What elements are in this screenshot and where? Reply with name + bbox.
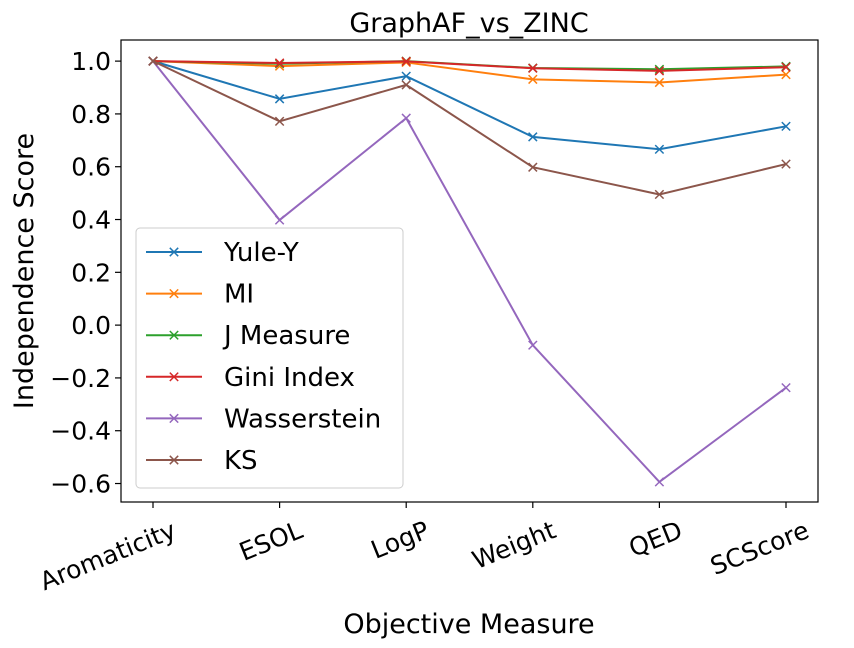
series-line-wasserstein [152, 60, 787, 484]
legend-marker [169, 372, 179, 382]
legend-marker [169, 455, 179, 465]
series-line-mi [152, 60, 787, 84]
legend-label: KS [224, 446, 258, 476]
y-tick-label: 0.8 [71, 100, 111, 129]
data-point-wasserstein [274, 215, 285, 225]
x-tick-label: LogP [367, 515, 433, 564]
legend-label: MI [224, 280, 254, 310]
legend-marker [169, 330, 179, 340]
data-point-gini-index [274, 58, 285, 68]
data-point-mi [654, 77, 665, 88]
data-point-ks [148, 56, 158, 66]
legend-item-j-measure: J Measure [146, 321, 350, 351]
y-tick-label: −0.2 [50, 364, 111, 393]
data-point-yule-y [274, 94, 285, 104]
data-point-wasserstein [654, 477, 665, 487]
legend-box [135, 227, 404, 489]
data-point-yule-y [781, 121, 791, 132]
data-point-gini-index [781, 62, 791, 72]
legend-item-ks: KS [146, 446, 258, 476]
legend-label: Wasserstein [224, 404, 381, 434]
legend-marker [169, 247, 179, 257]
legend-label: Yule-Y [223, 238, 299, 268]
data-point-mi [781, 69, 791, 80]
data-point-mi [528, 74, 538, 85]
data-point-yule-y [528, 132, 538, 142]
y-tick-label: 1.0 [71, 47, 111, 76]
data-point-wasserstein [781, 382, 791, 393]
y-tick-label: 0.0 [71, 311, 111, 340]
data-point-yule-y [654, 144, 665, 155]
legend-label: Gini Index [224, 363, 355, 393]
legend: Yule-Y MI J Measure Gini Index Wasserstein KS [135, 227, 404, 489]
data-point-wasserstein [528, 340, 538, 350]
legend-item-wasserstein: Wasserstein [146, 404, 381, 434]
y-tick-label: −0.6 [50, 470, 111, 499]
series-layer [148, 56, 791, 487]
x-tick-label: ESOL [235, 515, 306, 566]
data-point-yule-y [401, 71, 411, 81]
series-ks [148, 56, 791, 200]
data-point-wasserstein [401, 113, 411, 123]
y-tick-label: 0.2 [71, 258, 111, 287]
legend-item-mi: MI [146, 280, 254, 310]
legend-label: J Measure [222, 321, 350, 351]
chart-title: GraphAF_vs_ZINC [349, 8, 588, 39]
data-point-ks [654, 189, 665, 200]
x-tick-label: QED [625, 515, 687, 562]
legend-item-gini-index: Gini Index [146, 363, 355, 393]
y-axis-label: Independence Score [9, 133, 40, 409]
series-line-ks [152, 60, 787, 196]
series-line-yule-y [152, 60, 787, 151]
legend-marker [169, 413, 179, 424]
series-line-gini-index [152, 60, 787, 72]
legend-item-yule-y: Yule-Y [146, 238, 299, 268]
y-axis: −0.6 −0.4 −0.2 0.0 0.2 0.4 0.6 0.8 1.0 [50, 47, 121, 499]
x-tick-label: Aromaticity [36, 515, 180, 596]
y-tick-label: 0.6 [71, 153, 111, 182]
data-point-gini-index [401, 56, 411, 67]
x-axis: Aromaticity ESOL LogP Weight QED SCScore [36, 502, 813, 596]
data-point-j-measure [654, 64, 665, 75]
x-tick-label: Weight [468, 515, 560, 575]
y-tick-label: −0.4 [50, 417, 111, 446]
data-point-ks [401, 80, 411, 90]
data-point-gini-index [528, 63, 538, 73]
data-point-ks [274, 116, 285, 127]
x-axis-label: Objective Measure [343, 609, 594, 640]
legend-marker [169, 288, 179, 299]
y-tick-label: 0.4 [71, 206, 111, 235]
x-tick-label: SCScore [706, 515, 813, 581]
data-point-ks [781, 159, 791, 169]
data-point-gini-index [654, 66, 665, 76]
data-point-ks [528, 162, 538, 172]
